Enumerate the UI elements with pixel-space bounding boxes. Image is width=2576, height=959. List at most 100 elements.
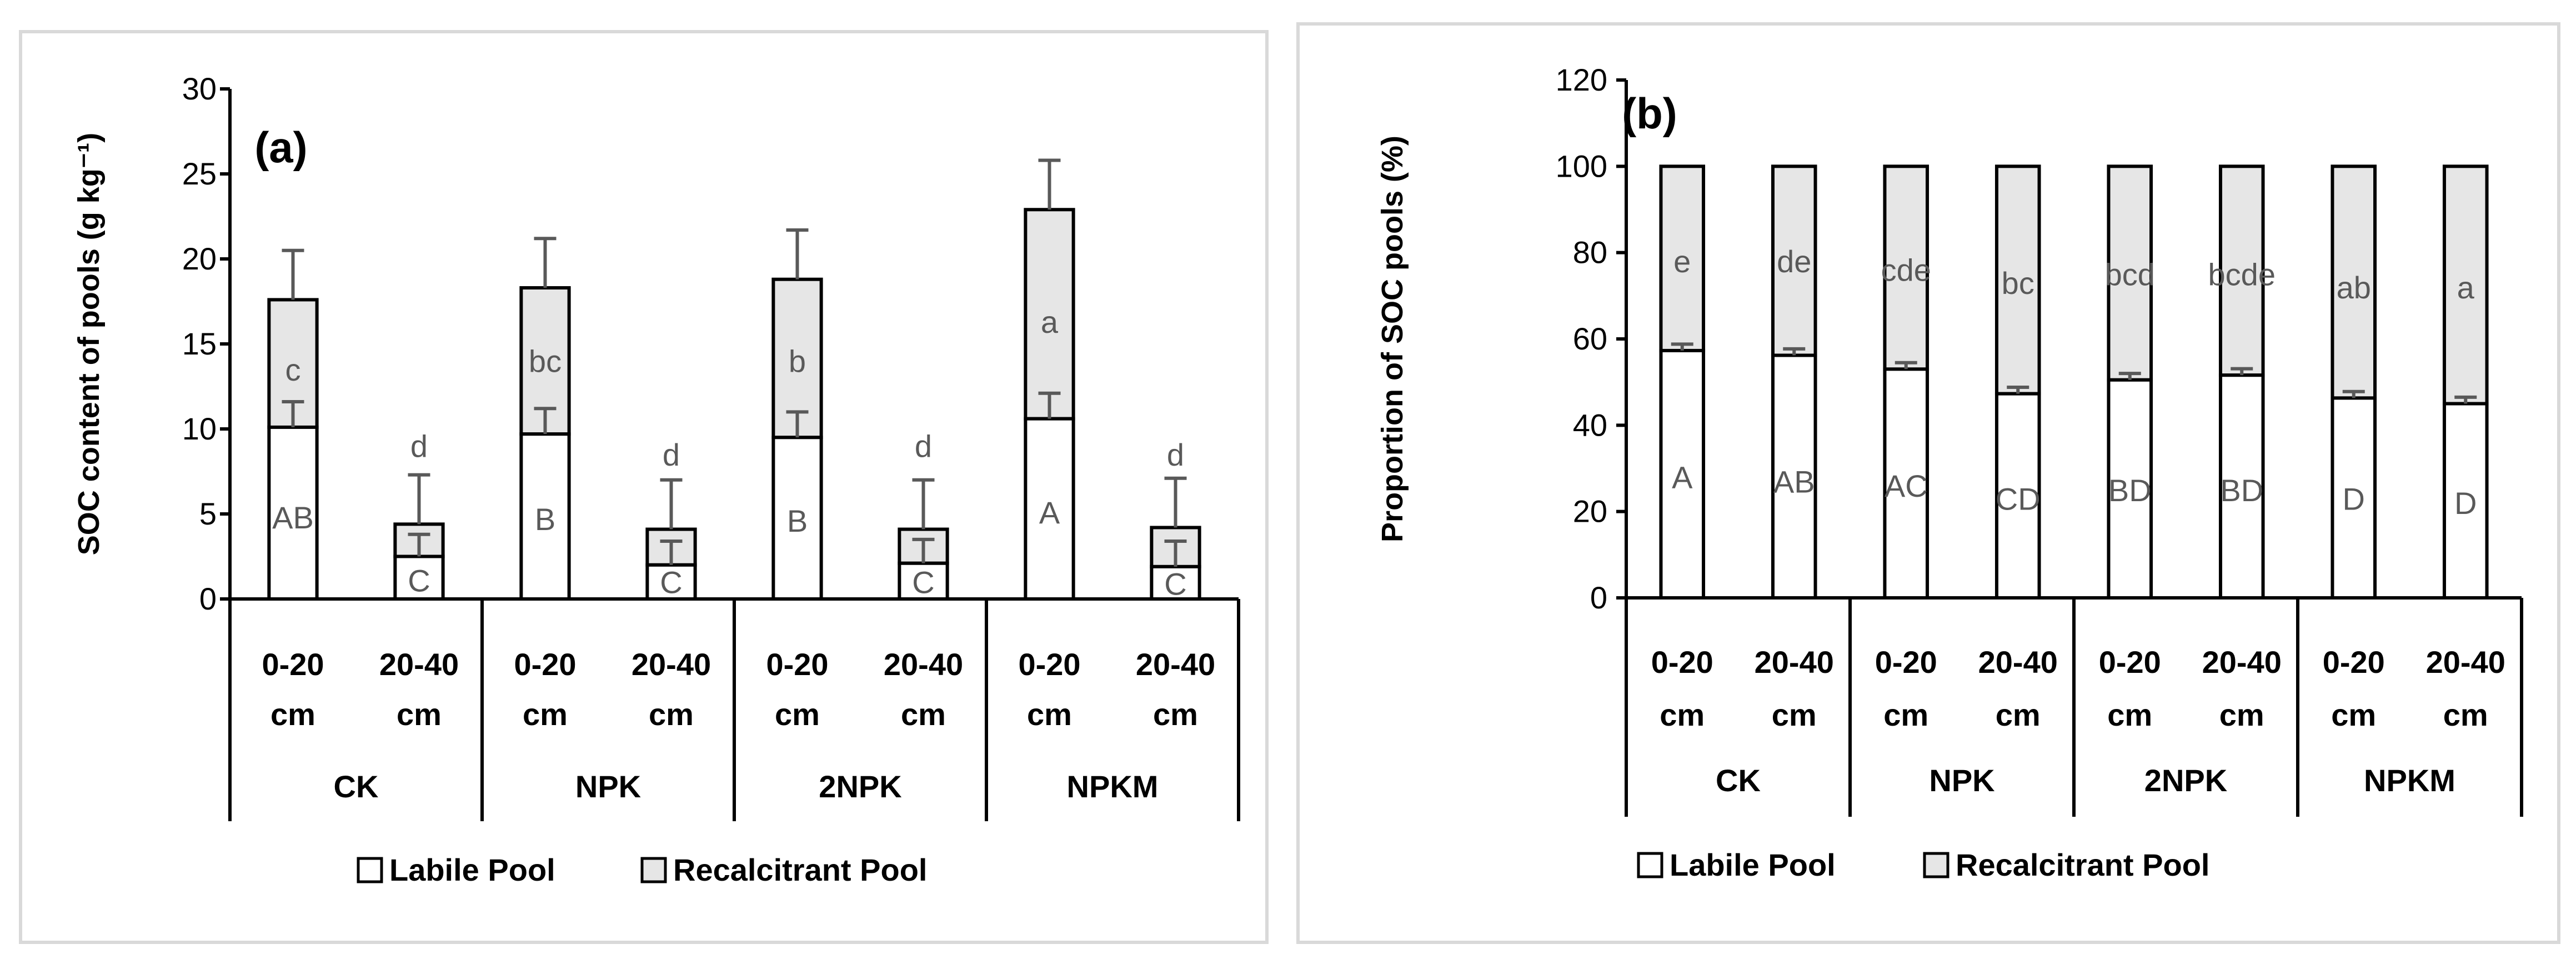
letter-recalcitrant: bcd [2105,257,2155,292]
letter-recalcitrant: d [915,429,932,464]
y-tick-label: 0 [1590,580,1607,615]
group-label-npkm: NPKM [2364,763,2455,798]
group-label-ck: CK [1716,763,1761,798]
x-category-depth: 20-40 [2202,645,2282,680]
x-category-depth: 0-20 [514,647,576,682]
y-tick-label: 20 [1573,494,1607,529]
letter-recalcitrant: e [1673,244,1691,279]
y-axis-title: Proportion of SOC pools (%) [1376,136,1409,542]
x-category-unit: cm [1996,697,2041,732]
x-category-depth: 0-20 [1875,645,1937,680]
legend-label-recalcitrant: Recalcitrant Pool [1956,847,2209,882]
letter-labile: A [1039,495,1060,530]
x-category-depth: 0-20 [1651,645,1713,680]
legend-swatch-recalcitrant [1923,852,1949,878]
letter-recalcitrant: c [285,352,301,387]
letter-recalcitrant: a [1041,304,1059,339]
x-category-unit: cm [775,697,820,732]
legend: Labile Pool Recalcitrant Pool [357,852,927,887]
x-category-unit: cm [1883,697,1928,732]
letter-labile: AB [272,500,314,535]
letter-recalcitrant: a [2457,270,2475,305]
x-category-depth: 20-40 [2426,645,2505,680]
letter-recalcitrant: cde [1881,253,1931,288]
letter-labile: C [912,565,934,600]
bar-recalcitrant [2218,164,2265,377]
letter-labile: C [660,565,682,600]
letter-labile: CD [1996,481,2041,516]
letter-recalcitrant: b [789,344,806,379]
x-category-unit: cm [523,697,568,732]
letter-labile: B [535,502,555,537]
chart-b-svg: (b) Proportion of SOC pools (%) 0 20 40 60 80 1… [1376,62,2523,882]
x-category-unit: cm [2107,697,2152,732]
bar-labile [898,561,949,601]
x-category-unit: cm [1660,697,1705,732]
bar-recalcitrant [1883,164,1930,371]
legend-swatch-labile [357,857,383,883]
bar-labile [1771,353,1817,600]
x-category-depth: 0-20 [2323,645,2385,680]
x-category-unit: cm [1027,697,1072,732]
letter-labile: C [1164,566,1186,601]
group-label-npk: NPK [1929,763,1994,798]
x-category-depth: 20-40 [884,647,963,682]
x-category-unit: cm [397,697,442,732]
letter-recalcitrant: d [1167,437,1184,472]
x-category-depth: 0-20 [1018,647,1080,682]
letter-recalcitrant: de [1777,244,1811,279]
letter-recalcitrant: bc [2002,266,2034,301]
bar-recalcitrant [2442,164,2489,406]
x-category-unit: cm [2219,697,2264,732]
x-category-depth: 0-20 [262,647,324,682]
y-tick-label: 5 [199,496,217,531]
letter-recalcitrant: ab [2337,270,2371,305]
x-category-depth: 20-40 [1755,645,1834,680]
group-label-ck: CK [334,769,379,804]
letter-labile: A [1672,460,1693,495]
x-category-unit: cm [1153,697,1198,732]
bar-labile [1994,392,2041,600]
letter-labile: BD [2220,473,2263,508]
legend-label-labile: Labile Pool [389,852,555,887]
y-tick-label: 80 [1573,235,1607,270]
chart-panel-b: (b) Proportion of SOC pools (%) 0 20 40 60 80 1… [1296,22,2560,944]
y-tick-label: 100 [1556,148,1607,183]
bar-recalcitrant [1659,164,1706,352]
x-category-depth: 20-40 [632,647,711,682]
letter-labile: B [787,503,808,538]
group-label-npk: NPK [575,769,641,804]
y-tick-label: 10 [182,411,217,446]
legend-label-recalcitrant: Recalcitrant Pool [673,852,927,887]
bar-labile [519,432,571,601]
x-category-unit: cm [2443,697,2488,732]
x-category-depth: 0-20 [2099,645,2161,680]
legend-swatch-labile [1637,852,1663,878]
x-category-unit: cm [1772,697,1817,732]
x-category-depth: 20-40 [379,647,459,682]
group-label-2npk: 2NPK [819,769,901,804]
x-category-unit: cm [901,697,946,732]
letter-recalcitrant: bc [529,344,562,379]
y-axis-title: SOC content of pools (g kg⁻¹) [72,133,106,555]
letter-labile: AC [1885,468,1928,503]
x-category-depth: 20-40 [1978,645,2058,680]
x-category-unit: cm [2331,697,2376,732]
letter-recalcitrant: d [663,437,680,472]
letter-recalcitrant: d [410,429,428,464]
bar-recalcitrant [2107,164,2153,382]
legend: Labile Pool Recalcitrant Pool [1637,847,2209,882]
x-category-depth: 20-40 [1136,647,1215,682]
chart-a-svg: (a) SOC content of pools (g kg⁻¹) 0 5 10 15 20… [72,71,1240,887]
x-category-unit: cm [270,697,315,732]
letter-labile: BD [2108,473,2152,508]
panel-label: (a) [254,123,307,172]
chart-panel-a: (a) SOC content of pools (g kg⁻¹) 0 5 10 15 20… [19,30,1269,944]
y-tick-label: 15 [182,326,217,361]
y-tick-label: 25 [182,156,217,191]
group-label-2npk: 2NPK [2144,763,2227,798]
y-tick-label: 30 [182,71,217,106]
bar-labile [267,425,319,601]
y-tick-label: 20 [182,241,217,276]
legend-swatch-recalcitrant [640,857,667,883]
